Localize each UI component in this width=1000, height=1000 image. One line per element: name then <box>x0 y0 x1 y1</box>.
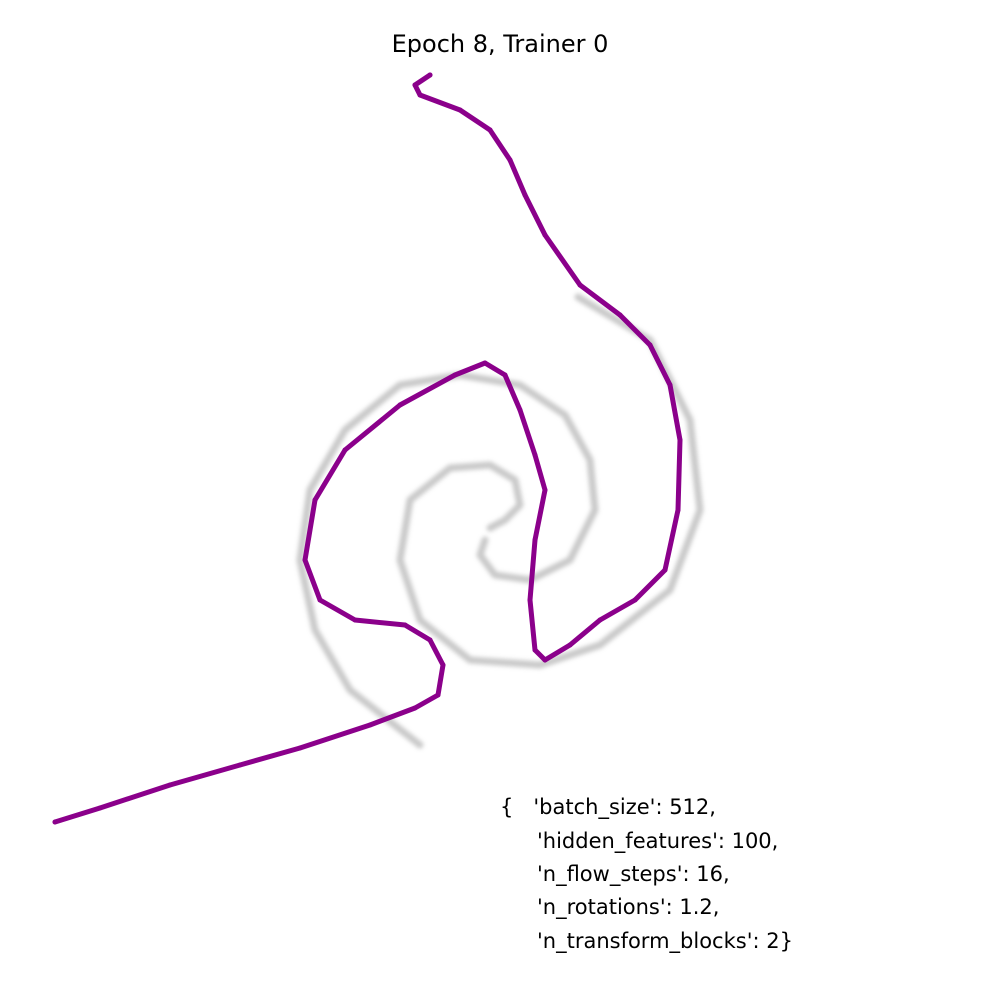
sample-point <box>675 507 681 513</box>
sample-point <box>457 107 463 113</box>
sample-point <box>417 92 423 98</box>
sample-point <box>542 657 548 663</box>
annotation: 'n_transform_blocks': 2} <box>537 929 793 954</box>
sample-point <box>527 597 533 603</box>
sample-point <box>342 447 348 453</box>
sample-point <box>52 819 58 825</box>
sample-point <box>502 372 508 378</box>
sample-point <box>632 597 638 603</box>
sample-point <box>522 192 528 198</box>
annotation: 'hidden_features': 100, <box>537 829 778 854</box>
sample-point <box>435 692 441 698</box>
sample-point <box>367 722 373 728</box>
sample-point <box>440 662 446 668</box>
sample-point <box>412 82 418 88</box>
density-curve <box>296 293 704 749</box>
sample-point <box>517 407 523 413</box>
sample-point <box>97 805 103 811</box>
sample-point <box>237 762 243 768</box>
annotation: { 'batch_size': 512, <box>500 795 716 820</box>
sample-point <box>317 597 323 603</box>
chart-title: Epoch 8, Trainer 0 <box>392 30 609 58</box>
sample-point <box>167 782 173 788</box>
sample-point <box>532 452 538 458</box>
sample-point <box>507 157 513 163</box>
annotation: 'n_flow_steps': 16, <box>537 862 730 887</box>
sample-point <box>427 72 433 78</box>
sample-point <box>647 342 653 348</box>
sample-point <box>452 372 458 378</box>
sample-point <box>677 437 683 443</box>
sample-point <box>427 637 433 643</box>
sample-point <box>302 557 308 563</box>
sample-point <box>532 537 538 543</box>
sample-point <box>542 232 548 238</box>
sample-point <box>397 402 403 408</box>
sample-point <box>297 745 303 751</box>
annotation: 'n_rotations': 1.2, <box>537 895 719 920</box>
sample-point <box>542 487 548 493</box>
sample-point <box>487 127 493 133</box>
sample-point <box>412 705 418 711</box>
sample-point <box>402 622 408 628</box>
sample-point <box>662 567 668 573</box>
sample-point <box>667 382 673 388</box>
sample-point <box>312 497 318 503</box>
sample-point <box>352 617 358 623</box>
sample-point <box>482 360 488 366</box>
sample-point <box>567 642 573 648</box>
sample-point <box>617 312 623 318</box>
sample-point <box>577 282 583 288</box>
sample-point <box>532 647 538 653</box>
sample-point <box>597 617 603 623</box>
